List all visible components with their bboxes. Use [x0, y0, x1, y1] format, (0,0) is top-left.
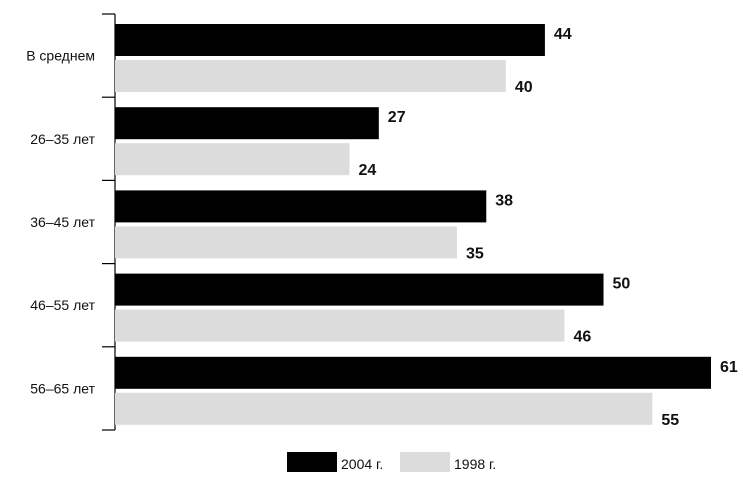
- bar-series-2: [115, 143, 350, 176]
- bar-series-1: [115, 24, 545, 56]
- value-label: 40: [515, 79, 533, 96]
- category-label: 36–45 лет: [30, 214, 95, 230]
- legend-swatch: [400, 452, 450, 472]
- legend-swatch: [287, 452, 337, 472]
- bar-series-2: [115, 226, 457, 259]
- bar-series-1: [115, 107, 379, 140]
- value-label: 46: [573, 329, 591, 346]
- bars: [115, 24, 711, 425]
- category-label: 46–55 лет: [30, 297, 95, 313]
- y-axis: [102, 13, 116, 431]
- bar-series-2: [115, 309, 565, 342]
- value-label: 44: [554, 26, 572, 43]
- value-label: 50: [613, 276, 631, 293]
- category-label: 26–35 лет: [30, 131, 95, 147]
- value-labels: 44 40 27 24 38 35 50 46 61 55: [358, 26, 737, 429]
- bar-series-2: [115, 60, 506, 92]
- category-labels: В среднем 26–35 лет 36–45 лет 46–55 лет 56–6…: [26, 48, 95, 397]
- legend-label: 2004 г.: [341, 456, 383, 472]
- bar-series-1: [115, 190, 487, 223]
- value-label: 35: [466, 245, 484, 262]
- legend-label: 1998 г.: [454, 456, 496, 472]
- value-label: 24: [358, 162, 376, 179]
- category-label: 56–65 лет: [30, 380, 95, 396]
- bar-series-1: [115, 356, 711, 389]
- category-label: В среднем: [26, 48, 95, 64]
- legend: 2004 г. 1998 г.: [287, 452, 496, 472]
- value-label: 27: [388, 109, 406, 126]
- value-label: 61: [720, 359, 738, 376]
- value-label: 38: [495, 192, 513, 209]
- bar-series-1: [115, 273, 604, 306]
- value-label: 55: [661, 412, 679, 429]
- bar-series-2: [115, 392, 653, 425]
